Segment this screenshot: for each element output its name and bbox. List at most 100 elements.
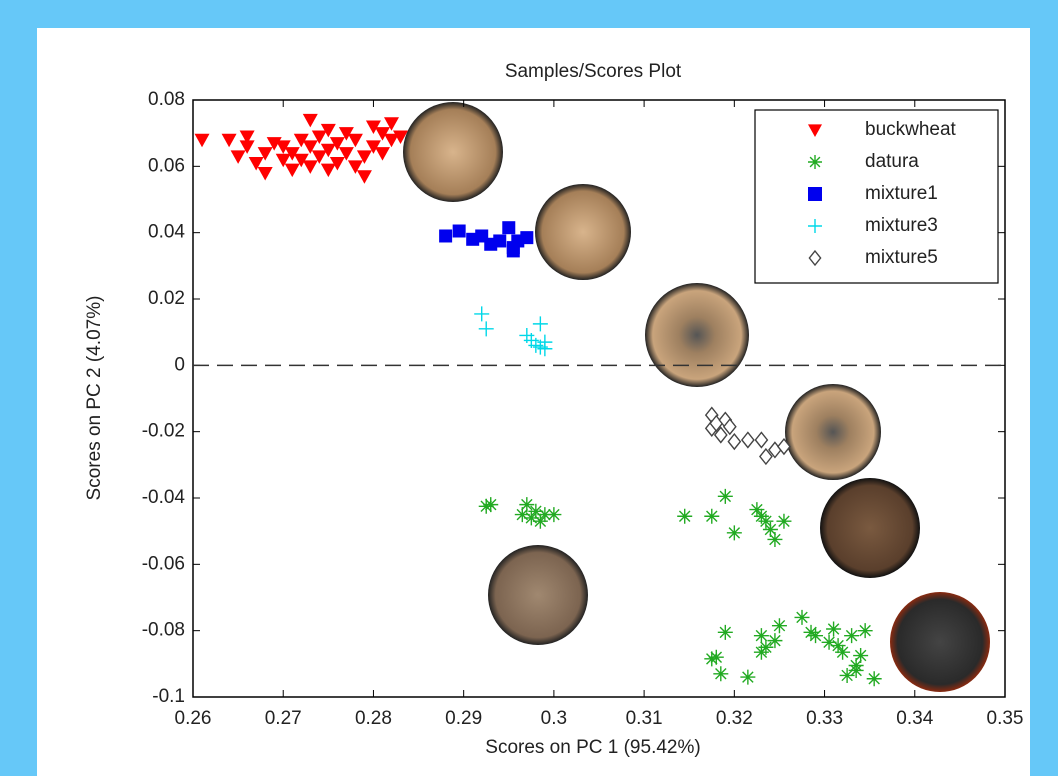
point [749,502,765,518]
legend-label: mixture3 [865,215,938,236]
y-tick-label: 0 [174,354,185,375]
point [713,666,729,682]
x-tick-label: 0.3 [541,708,567,729]
point [478,498,494,514]
point [320,123,336,138]
point [302,140,318,154]
x-tick-label: 0.32 [716,708,753,729]
point [777,437,791,456]
point [523,510,539,526]
legend-label: mixture1 [865,183,938,204]
legend-label: datura [865,151,919,172]
photo [535,184,631,280]
point [439,229,453,243]
chart-title: Samples/Scores Plot [505,61,682,82]
point [866,671,882,687]
point [311,130,327,144]
point [753,628,769,644]
photo [820,478,920,578]
point [826,621,842,637]
point [532,316,548,332]
photo [645,283,749,387]
y-axis-label: Scores on PC 2 (4.07%) [84,296,105,501]
point [754,431,769,449]
point [239,140,255,154]
point [284,147,300,161]
point [830,638,846,654]
point [759,447,773,466]
point [776,513,792,529]
point [848,662,864,678]
point [493,234,507,248]
point [537,341,553,357]
point [519,497,535,513]
point [767,633,783,649]
y-tick-label: -0.02 [142,421,185,442]
y-tick-label: 0.04 [148,222,185,243]
x-tick-label: 0.33 [806,708,843,729]
point [532,513,548,529]
point [221,133,237,148]
point [302,160,318,174]
y-tick-label: 0.08 [148,89,185,110]
point [194,133,210,148]
point [452,224,466,238]
point [393,130,409,144]
point [356,150,372,164]
point [844,628,860,644]
point [293,133,309,148]
point [857,623,873,639]
legend-marker [808,249,822,267]
legend-marker [808,187,822,201]
point [506,244,520,258]
point [257,147,273,161]
x-tick-label: 0.27 [265,708,302,729]
point [794,609,810,625]
point [758,513,774,529]
point [275,153,291,168]
plot-frame [192,99,1006,698]
point [338,147,354,161]
x-tick-label: 0.29 [445,708,482,729]
point [383,133,399,148]
y-tick-label: -0.08 [142,620,185,641]
point [717,624,733,640]
point [347,133,363,148]
point [275,140,291,154]
point [257,166,273,181]
point [365,120,381,135]
legend-box [754,109,999,284]
point [758,639,774,655]
y-tick-label: 0.02 [148,288,185,309]
x-tick-label: 0.35 [987,708,1024,729]
point [284,163,300,178]
point [704,651,720,667]
legend-label: mixture5 [865,247,938,268]
photos [403,102,990,692]
point [821,634,837,650]
point [762,522,778,538]
x-axis-label: Scores on PC 1 (95.42%) [485,737,700,758]
photo [890,592,990,692]
point [320,163,336,178]
point [474,306,490,322]
x-tick-label: 0.31 [626,708,663,729]
point [356,170,372,184]
y-tick-label: -0.1 [152,686,185,707]
point [835,644,851,660]
point [338,127,354,141]
point [311,150,327,164]
photo [403,102,503,202]
point [853,648,869,664]
point [722,418,737,436]
point [771,618,787,634]
point [302,113,318,128]
point [717,488,733,504]
point [726,525,742,541]
point [239,130,255,144]
legend-marker [808,155,822,169]
x-tick-label: 0.28 [355,708,392,729]
point [803,624,819,640]
x-tick-label: 0.26 [175,708,212,729]
